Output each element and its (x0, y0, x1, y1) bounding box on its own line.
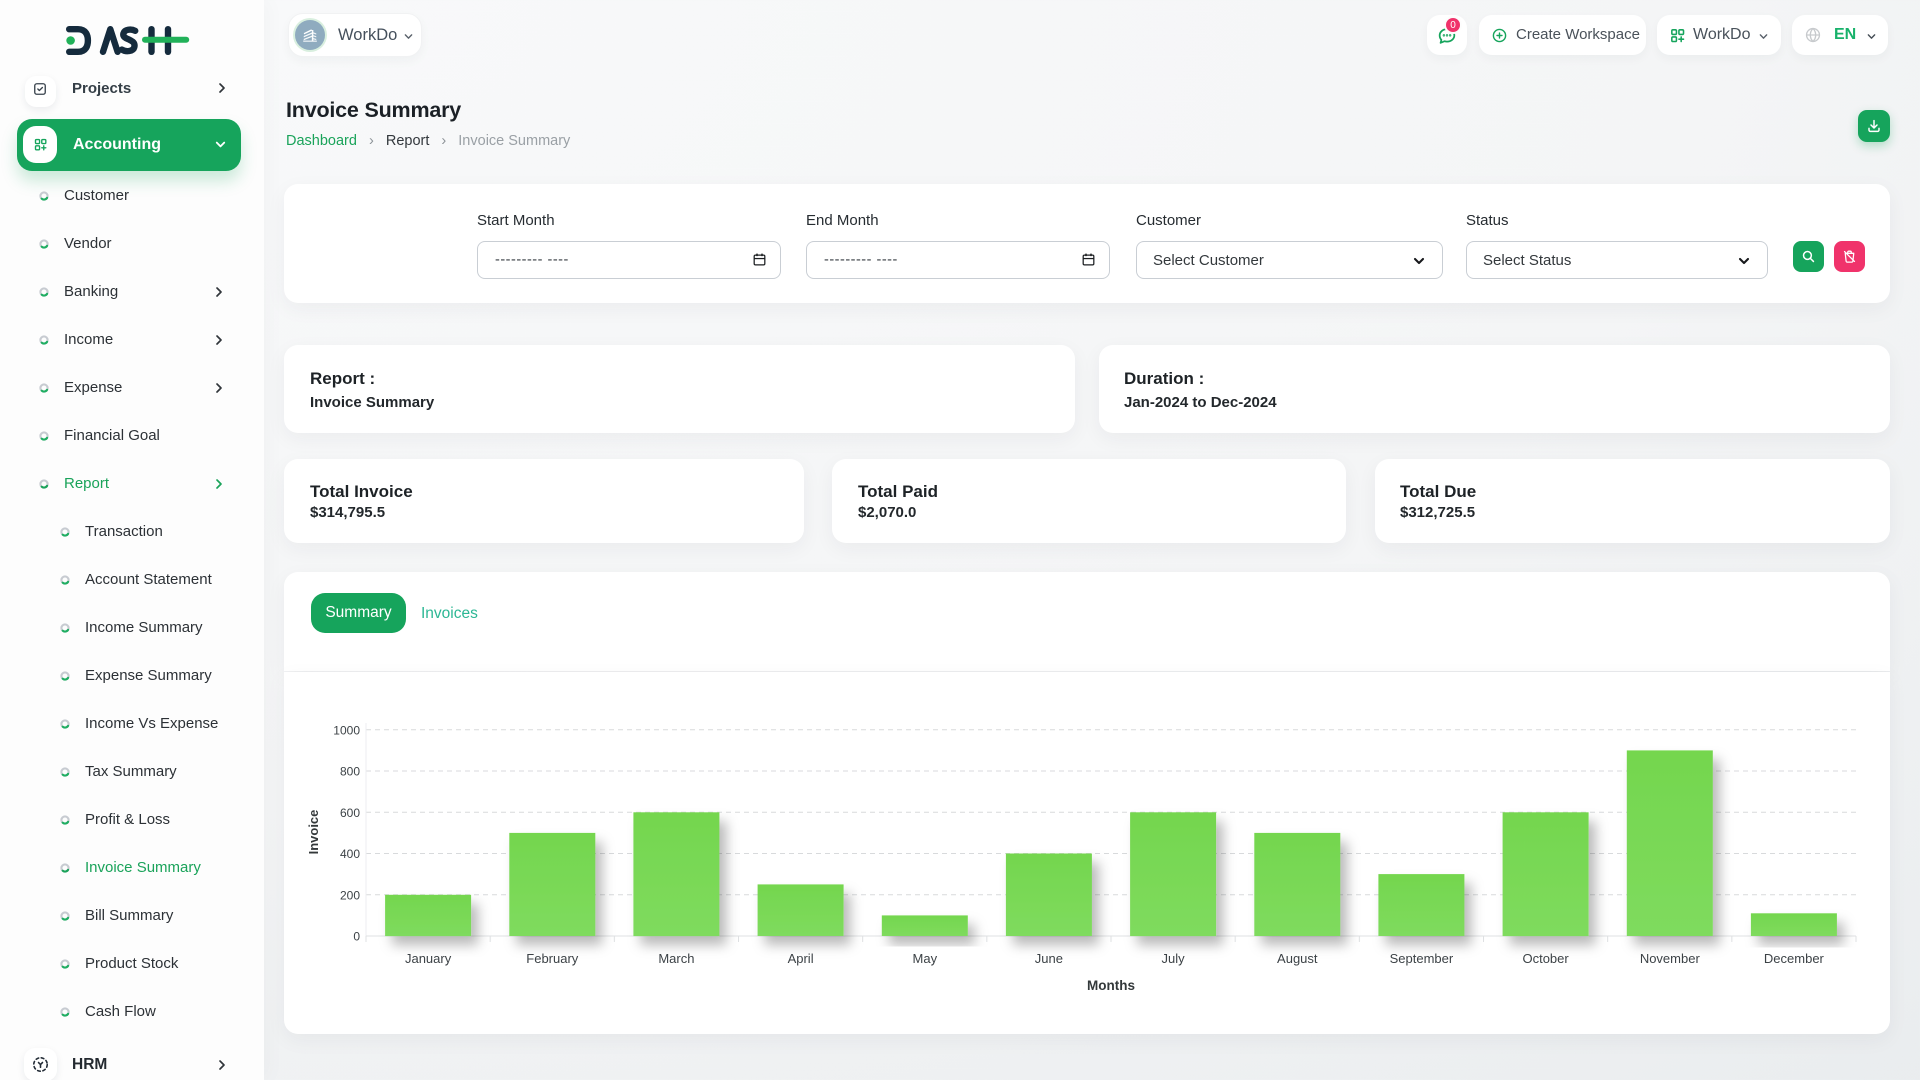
svg-text:800: 800 (340, 765, 360, 779)
svg-text:May: May (913, 951, 938, 966)
svg-text:August: August (1277, 951, 1318, 966)
svg-text:July: July (1162, 951, 1186, 966)
svg-text:600: 600 (340, 806, 360, 820)
svg-text:September: September (1390, 951, 1454, 966)
svg-text:200: 200 (340, 888, 360, 902)
svg-text:January: January (405, 951, 452, 966)
svg-text:400: 400 (340, 847, 360, 861)
svg-text:October: October (1522, 951, 1569, 966)
svg-text:February: February (526, 951, 579, 966)
svg-text:November: November (1640, 951, 1701, 966)
svg-text:Months: Months (1087, 978, 1135, 993)
svg-text:March: March (658, 951, 694, 966)
svg-text:June: June (1035, 951, 1063, 966)
svg-text:Invoice: Invoice (306, 810, 321, 855)
svg-text:0: 0 (353, 930, 360, 944)
svg-text:April: April (788, 951, 814, 966)
svg-text:1000: 1000 (333, 723, 360, 737)
svg-text:December: December (1764, 951, 1825, 966)
